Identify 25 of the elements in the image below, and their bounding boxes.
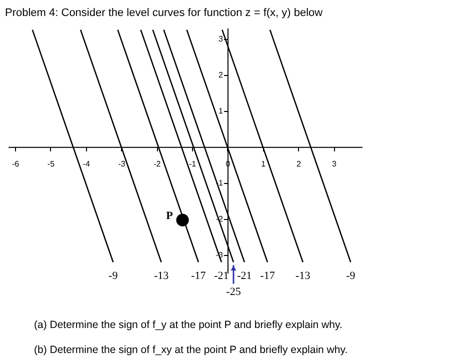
series-label: -17: [260, 270, 276, 282]
series-label: -17: [191, 270, 206, 282]
x-tick-label: -3: [118, 159, 126, 168]
y-tick-label: 3: [218, 34, 224, 44]
series-label: -13: [296, 270, 311, 282]
y-tick-label: 2: [218, 70, 224, 80]
x-tick-label: 3: [332, 159, 337, 168]
x-tick-label: -1: [189, 159, 197, 168]
text: (b) Determine the sign of f_xy at the point P and briefly explain why.: [34, 344, 348, 356]
series-label: -21: [214, 270, 229, 282]
x-tick-label: 2: [296, 159, 302, 168]
series-label: P: [166, 210, 174, 222]
text: -25: [226, 286, 242, 298]
x-tick-label: -2: [154, 159, 162, 168]
series-label: -21: [237, 270, 252, 282]
series-label: -13: [154, 270, 170, 282]
x-tick-label: -5: [47, 159, 56, 168]
chart-title: Problem 4: Consider the level curves for function z = f(x, y) below: [5, 7, 323, 19]
series-label: -9: [346, 270, 356, 282]
x-tick-label: 1: [261, 159, 266, 168]
y-tick-label: 1: [218, 106, 224, 116]
x-tick-label: -4: [82, 159, 90, 168]
series-label: -9: [108, 270, 118, 282]
text: (a) Determine the sign of f_y at the point P and briefly explain why.: [34, 319, 342, 331]
x-tick-label: -6: [12, 159, 20, 168]
